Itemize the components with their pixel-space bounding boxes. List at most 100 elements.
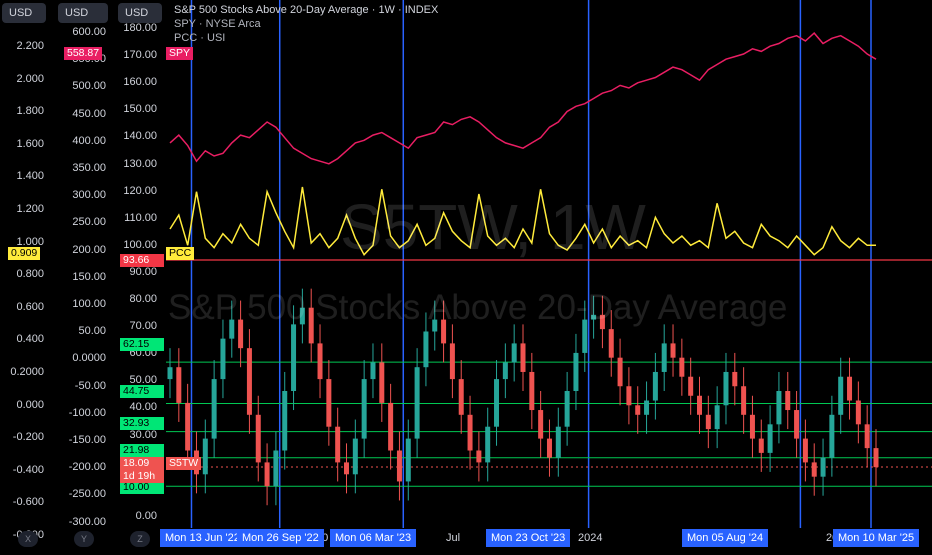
s5tw-candle: [264, 462, 270, 487]
pcc-axis-tick: 1.400: [16, 170, 44, 183]
axis-x-button[interactable]: X: [18, 531, 38, 547]
watermark-name: S&P 500 Stocks Above 20-Day Average: [168, 288, 788, 327]
s5tw-candle: [520, 343, 526, 372]
s5tw-candle: [414, 367, 420, 439]
s5tw-candle: [864, 424, 870, 449]
s5tw-candle: [652, 371, 658, 401]
price-axis-tick: 600.00: [72, 26, 106, 38]
s5tw-candle: [741, 386, 747, 415]
s5tw-candle: [688, 376, 694, 396]
axis-y-button[interactable]: Y: [74, 531, 94, 547]
level-badge-5: 10.00: [120, 481, 164, 494]
s5tw-candle: [370, 362, 376, 380]
s5tw-candle: [829, 414, 835, 458]
s5tw-candle: [299, 307, 305, 325]
s5tw-candle: [361, 379, 367, 439]
legend-pcc[interactable]: PCC · USI: [174, 32, 226, 44]
s5tw-candle: [758, 438, 764, 453]
s5tw-candle: [802, 438, 808, 463]
s5tw-candle: [238, 319, 244, 349]
spy-axis-tick: 110.00: [124, 211, 157, 224]
s5tw-candle: [794, 410, 800, 439]
s5tw-candle: [608, 329, 614, 358]
s5tw-candle: [423, 331, 429, 368]
spy-axis-tick: 170.00: [123, 49, 157, 62]
spy-axis-tick: 130.00: [123, 157, 157, 170]
s5tw-candle: [705, 414, 711, 430]
s5tw-candle: [441, 319, 447, 344]
price-axis-tick: -250.00: [68, 488, 106, 501]
pcc-axis-tick: 0.400: [16, 333, 44, 346]
s5tw-candle: [591, 314, 597, 320]
chart-title: S&P 500 Stocks Above 20-Day Average · 1W…: [174, 4, 439, 16]
pcc-series: [169, 186, 876, 256]
s5tw-candle: [811, 462, 817, 477]
s5tw-value-badge: 18.09: [120, 457, 164, 470]
time-label-jul: Jul: [446, 532, 461, 544]
s5tw-candle: [555, 426, 561, 458]
spy-value-badge: 558.87: [64, 47, 103, 60]
s5tw-candle: [573, 352, 579, 391]
s5tw-candle: [211, 379, 217, 439]
spy-axis-tick: 70.00: [129, 320, 157, 333]
spy-axis-tick: 100.00: [123, 238, 157, 251]
pcc-tag: PCC: [166, 247, 195, 260]
s5tw-candle: [538, 410, 544, 439]
price-axis-tick: -100.00: [68, 406, 106, 419]
s5tw-candle: [635, 405, 641, 415]
date-marker-label-1[interactable]: Mon 13 Jun '22: [160, 529, 245, 547]
level-badge-3: 32.93: [120, 417, 164, 430]
pcc-axis-tick: 0.600: [16, 300, 44, 313]
spy-axis-tick: 80.00: [129, 293, 157, 305]
price-axis-tick: 250.00: [72, 216, 106, 229]
s5tw-candle: [617, 357, 623, 387]
s5tw-candle: [185, 402, 191, 451]
spy-axis-tick: 0.00: [135, 509, 157, 522]
s5tw-candle: [282, 391, 288, 451]
s5tw-candle: [873, 448, 879, 468]
spy-axis-tick: 90.00: [129, 265, 157, 278]
currency-button-spy[interactable]: USD: [118, 3, 162, 23]
date-marker-lines: [190, 0, 872, 528]
price-axis-tick: -50.00: [74, 379, 106, 392]
candle-countdown: 1d 19h: [120, 470, 164, 483]
axis-z-button[interactable]: Z: [130, 531, 150, 547]
date-marker-label-4[interactable]: Mon 23 Oct '23: [486, 529, 571, 547]
level-badge-1: 62.15: [120, 338, 164, 351]
s5tw-candles: [167, 288, 879, 506]
pcc-line-value-badge: 93.66: [120, 254, 164, 267]
s5tw-candle: [494, 379, 500, 427]
spy-axis-tick: 120.00: [123, 184, 157, 197]
date-marker-label-2[interactable]: Mon 26 Sep '22: [237, 529, 324, 547]
s5tw-candle: [679, 357, 685, 377]
pcc-axis-tick: -0.400: [12, 463, 44, 476]
spy-axis-tick: 140.00: [123, 130, 157, 143]
legend-spy[interactable]: SPY · NYSE Arca: [174, 18, 261, 30]
s5tw-candle: [511, 343, 517, 363]
s5tw-candle: [670, 343, 676, 358]
price-axis-tick: 350.00: [72, 162, 106, 174]
s5tw-candle: [335, 426, 341, 463]
price-axis-tick: 100.00: [72, 298, 106, 310]
price-axis-tick: 50.00: [78, 325, 106, 338]
date-marker-label-5[interactable]: Mon 05 Aug '24: [682, 529, 769, 547]
spy-tag: SPY: [166, 47, 194, 60]
s5tw-candle: [776, 391, 782, 425]
price-axis-tick: 0.0000: [72, 352, 106, 365]
currency-button-price[interactable]: USD: [58, 3, 108, 23]
s5tw-candle: [317, 343, 323, 380]
s5tw-candle: [202, 438, 208, 475]
s5tw-candle: [273, 450, 279, 487]
s5tw-candle: [405, 438, 411, 482]
s5tw-candle: [661, 343, 667, 372]
price-axis-tick: 300.00: [72, 189, 106, 202]
s5tw-candle: [820, 457, 826, 477]
date-marker-label-3[interactable]: Mon 06 Mar '23: [330, 529, 417, 547]
date-marker-label-6[interactable]: Mon 10 Mar '25: [833, 529, 920, 547]
s5tw-candle: [749, 414, 755, 439]
s5tw-candle: [723, 371, 729, 406]
pcc-axis-tick: 2.200: [16, 40, 44, 52]
level-badge-4: 21.98: [120, 444, 164, 457]
currency-button-pcc[interactable]: USD: [2, 3, 46, 23]
